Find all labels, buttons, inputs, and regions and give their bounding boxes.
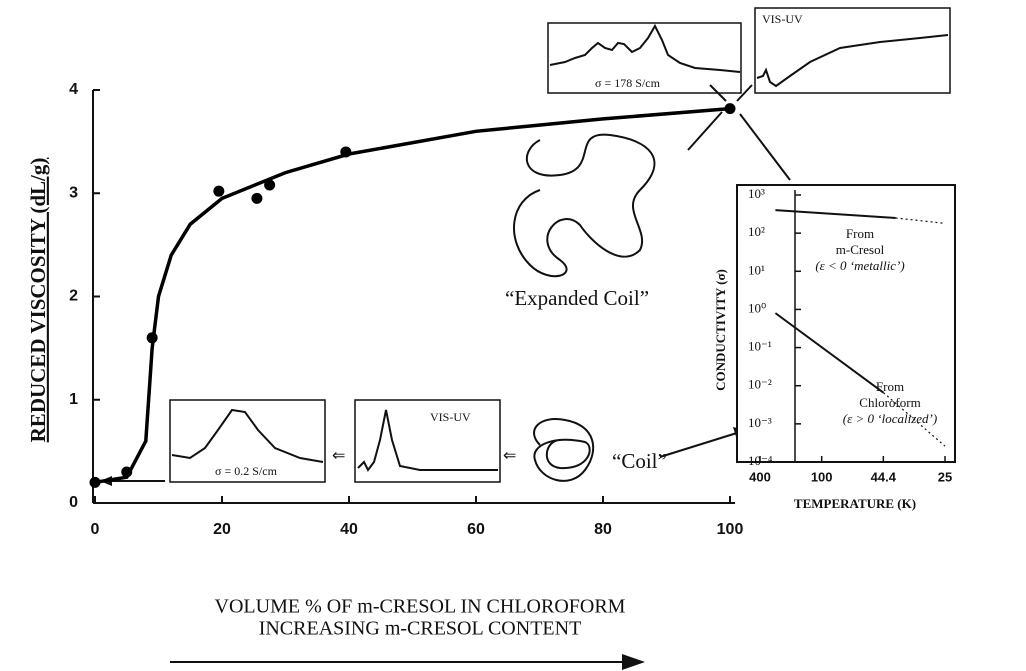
- y-tick-label: 4: [69, 81, 78, 98]
- series-line: [882, 392, 946, 447]
- fit-curve: [94, 106, 731, 485]
- annotation: σ = 178 S/cm: [595, 76, 661, 90]
- x-tick-label: 40: [340, 521, 358, 538]
- data-point: [251, 192, 263, 204]
- spectrum: [756, 34, 949, 88]
- arrow-symbol: ⇐: [332, 448, 345, 465]
- x-tick-label: 20: [213, 521, 231, 538]
- y-tick-label: 10⁻²: [748, 377, 772, 392]
- x-tick-label: 400: [749, 469, 771, 484]
- arrow: [687, 111, 723, 151]
- inset-y-label: CONDUCTIVITY (σ): [713, 269, 728, 391]
- x-tick-label: 100: [811, 469, 833, 484]
- x-tick-label: 44.4: [871, 469, 897, 484]
- inset-annotation: From: [876, 379, 904, 394]
- annotation: “Expanded Coil”: [505, 286, 649, 310]
- x-tick-label: 0: [91, 521, 100, 538]
- y-tick-label: 3: [69, 184, 78, 201]
- inset-frame: [169, 399, 326, 483]
- series-line: [895, 217, 946, 225]
- y-tick-label: 10⁰: [748, 300, 766, 315]
- inset-frame: [736, 184, 956, 463]
- y-tick-label: 10²: [748, 224, 765, 239]
- y-tick-label: 10⁻¹: [748, 339, 772, 354]
- arrow: [709, 84, 727, 102]
- annotation: VIS-UV: [762, 12, 803, 26]
- inset-annotation: (ε < 0 ‘metallic’): [815, 258, 904, 273]
- x-tick-label: 60: [467, 521, 485, 538]
- spectrum: [549, 23, 741, 73]
- data-point: [213, 185, 225, 197]
- y-axis-label: REDUCED VISCOSITY (dL/g): [26, 158, 50, 443]
- inset-x-label: TEMPERATURE (K): [794, 496, 916, 511]
- x-tick-label: 80: [594, 521, 612, 538]
- inset-frame: [547, 22, 742, 94]
- spectrum: [171, 408, 324, 463]
- data-point: [340, 146, 352, 158]
- x-axis-label: VOLUME % OF m-CRESOL IN CHLOROFORM: [215, 596, 626, 618]
- series-line: [774, 312, 884, 394]
- arrow: [659, 431, 741, 458]
- spectrum: [357, 409, 498, 472]
- arrow: [739, 113, 791, 181]
- data-point: [146, 332, 158, 344]
- coil: [533, 418, 595, 482]
- coil: [513, 133, 656, 278]
- subtitle: INCREASING m-CRESOL CONTENT: [259, 618, 582, 640]
- annotation: “Coil”: [612, 449, 667, 473]
- y-tick-label: 0: [69, 494, 78, 511]
- inset-annotation: From: [846, 226, 874, 241]
- y-tick-label: 10³: [748, 186, 765, 201]
- inset-annotation: m-Cresol: [836, 242, 885, 257]
- data-point: [121, 466, 133, 478]
- data-point: [89, 476, 101, 488]
- annotation: VIS-UV: [430, 410, 471, 424]
- y-tick-label: 1: [69, 391, 78, 408]
- y-tick-label: 10⁻³: [748, 415, 772, 430]
- arrow-symbol: ⇐: [503, 448, 516, 465]
- x-tick-label: 25: [938, 469, 952, 484]
- data-point: [264, 179, 276, 191]
- series-line: [775, 209, 896, 219]
- data-point: [724, 103, 736, 115]
- annotation: σ = 0.2 S/cm: [215, 464, 278, 478]
- y-tick-label: 2: [69, 288, 78, 305]
- inset-annotation: (ε > 0 ‘localized’): [843, 411, 937, 426]
- arrow: [736, 84, 753, 102]
- y-tick-label: 10¹: [748, 262, 765, 277]
- arrow-head: [622, 654, 645, 670]
- x-tick-label: 100: [717, 521, 744, 538]
- inset-annotation: Chloroform: [859, 395, 920, 410]
